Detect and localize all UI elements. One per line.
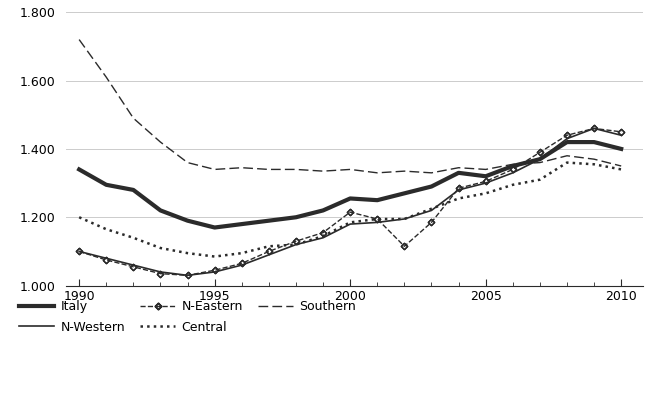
Legend: Italy, N-Western, N-Eastern, Central, Southern: Italy, N-Western, N-Eastern, Central, So… xyxy=(20,300,356,333)
